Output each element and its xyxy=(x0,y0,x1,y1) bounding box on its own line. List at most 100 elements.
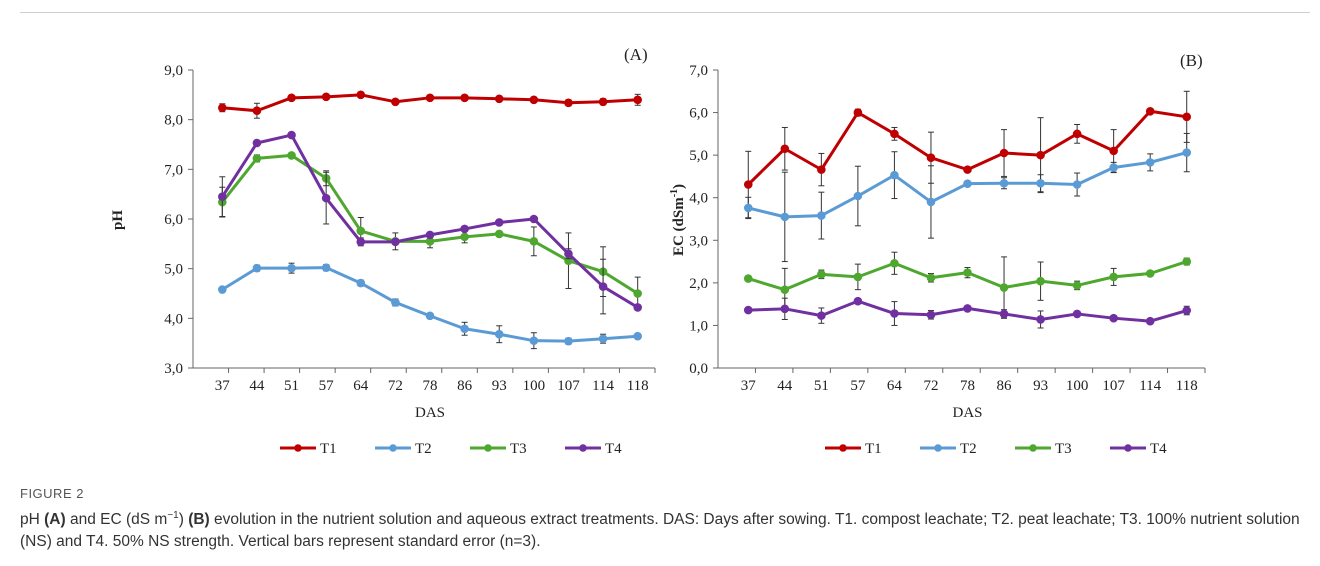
data-point xyxy=(743,180,753,189)
x-tick-label: 57 xyxy=(319,378,335,394)
y-tick-label: 9,0 xyxy=(164,63,183,79)
data-point xyxy=(890,309,899,318)
data-point xyxy=(1072,309,1082,319)
x-tick-label: 72 xyxy=(923,378,938,394)
x-tick-label: 93 xyxy=(1033,378,1048,394)
caption-part: ) xyxy=(178,511,189,529)
data-point xyxy=(356,90,366,100)
legend: T1 T2 T3 T4 xyxy=(280,441,622,457)
caption-text: pH (A) and EC (dS m−1) (B) evolution in … xyxy=(20,505,1315,553)
data-point xyxy=(963,268,972,277)
data-point xyxy=(817,165,826,174)
caption-part: and EC (dS m xyxy=(65,511,168,529)
data-point xyxy=(780,144,790,154)
data-point xyxy=(853,272,863,282)
series-t4 xyxy=(743,296,1192,329)
x-tick-label: 37 xyxy=(215,378,231,394)
caption-part: pH xyxy=(20,511,45,529)
data-point xyxy=(817,211,826,220)
legend-marker xyxy=(484,444,492,452)
data-point xyxy=(321,263,331,272)
x-tick-label: 86 xyxy=(997,378,1013,394)
data-point xyxy=(1036,276,1045,286)
data-point xyxy=(252,138,262,148)
data-point xyxy=(999,309,1009,319)
y-axis-label-text: EC (dSm xyxy=(671,197,687,256)
x-tick-label: 86 xyxy=(457,378,473,394)
data-point xyxy=(890,129,899,139)
legend-label: T1 xyxy=(320,441,337,457)
data-point xyxy=(598,97,608,107)
panel-label: (B) xyxy=(1180,51,1203,70)
data-point xyxy=(529,336,539,345)
data-point xyxy=(529,95,539,105)
x-tick-label: 78 xyxy=(423,378,438,394)
data-point xyxy=(252,263,262,273)
legend-label: T2 xyxy=(960,441,977,457)
figure-charts: 3,0 4,0 5,0 6,0 7,0 8,0 9,0 37 44 51 57 64 72 78 86 93 1… xyxy=(110,45,1206,457)
x-tick-label: 44 xyxy=(249,378,265,394)
data-point xyxy=(1072,281,1082,290)
legend-marker xyxy=(294,444,302,452)
data-point xyxy=(391,97,400,107)
figure-label: FIGURE 2 xyxy=(20,486,84,501)
data-point xyxy=(356,226,366,236)
data-point xyxy=(460,93,469,103)
data-point xyxy=(926,310,936,320)
caption-part: evolution in the nutrient solution and a… xyxy=(20,511,1300,551)
legend-label: T3 xyxy=(1055,441,1072,457)
data-point xyxy=(1109,272,1118,282)
data-point xyxy=(780,285,790,294)
x-tick-label: 100 xyxy=(523,378,546,394)
data-point xyxy=(743,203,753,213)
data-point xyxy=(963,179,972,188)
legend-marker xyxy=(934,444,942,452)
data-point xyxy=(1109,163,1118,172)
data-point xyxy=(564,336,573,346)
data-point xyxy=(999,148,1009,158)
legend-label: T2 xyxy=(415,441,432,457)
data-point xyxy=(494,94,504,104)
legend: T1 T2 T3 T4 xyxy=(825,441,1167,457)
y-tick-label: 8,0 xyxy=(164,113,183,129)
data-point xyxy=(853,108,863,117)
data-point xyxy=(529,214,539,224)
y-tick-label: 4,0 xyxy=(689,191,708,207)
x-tick-label: 64 xyxy=(887,378,903,394)
data-point xyxy=(391,237,400,247)
x-tick-label: 114 xyxy=(592,378,614,394)
data-point xyxy=(425,230,435,240)
data-point xyxy=(999,283,1009,292)
data-point xyxy=(494,229,504,239)
y-tick-label: 5,0 xyxy=(689,148,708,164)
legend-label: T4 xyxy=(1150,441,1167,457)
legend-marker xyxy=(1124,444,1132,452)
legend-marker xyxy=(1029,444,1037,452)
data-point xyxy=(321,92,331,102)
data-point xyxy=(494,218,504,227)
data-point xyxy=(999,178,1009,188)
y-tick-label: 7,0 xyxy=(164,162,183,178)
series-t1 xyxy=(218,90,642,119)
y-tick-label: 3,0 xyxy=(164,361,183,377)
data-point xyxy=(356,237,366,247)
y-tick-label: 4,0 xyxy=(164,311,183,327)
chart-panel-b: 0,0 1,0 2,0 3,0 4,0 5,0 6,0 7,0 37 44 51 57 64 72 78 86… xyxy=(669,51,1206,457)
data-point xyxy=(218,192,227,201)
y-tick-label: 7,0 xyxy=(689,63,708,79)
data-point xyxy=(1182,306,1192,315)
x-tick-label: 100 xyxy=(1066,378,1089,394)
data-point xyxy=(926,197,936,207)
data-point xyxy=(1036,315,1045,324)
data-point xyxy=(1145,106,1155,116)
data-point xyxy=(633,303,642,312)
legend-label: T4 xyxy=(605,441,622,457)
y-tick-label: 1,0 xyxy=(689,318,708,334)
x-tick-label: 57 xyxy=(850,378,866,394)
data-point xyxy=(1109,146,1118,156)
data-point xyxy=(252,106,262,116)
data-point xyxy=(853,191,863,201)
x-tick-label: 107 xyxy=(557,378,580,394)
data-point xyxy=(1036,150,1045,160)
x-tick-label: 72 xyxy=(388,378,403,394)
